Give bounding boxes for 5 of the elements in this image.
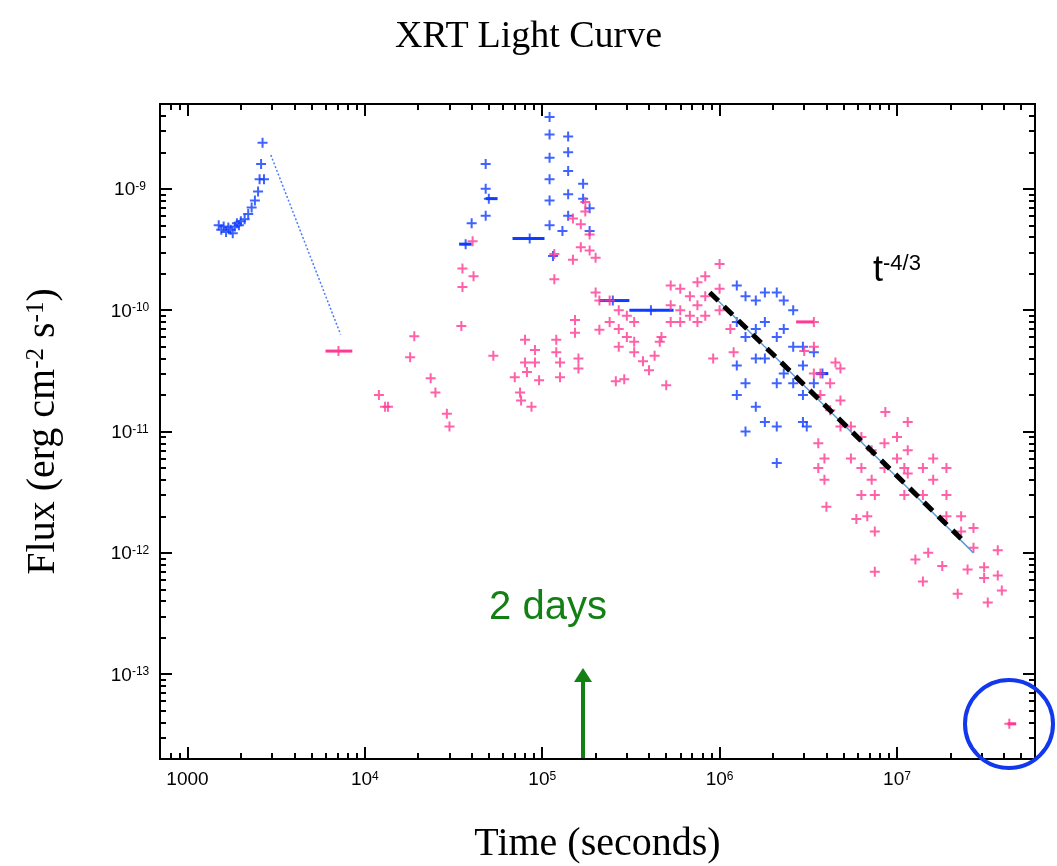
- y-axis-title: Flux (erg cm-2 s-1): [17, 288, 63, 575]
- chart-title: XRT Light Curve: [394, 13, 663, 55]
- annotation: 2 days: [489, 583, 607, 627]
- x-axis-title: Time (seconds): [474, 818, 721, 864]
- x-tick-label: 1000: [166, 768, 209, 789]
